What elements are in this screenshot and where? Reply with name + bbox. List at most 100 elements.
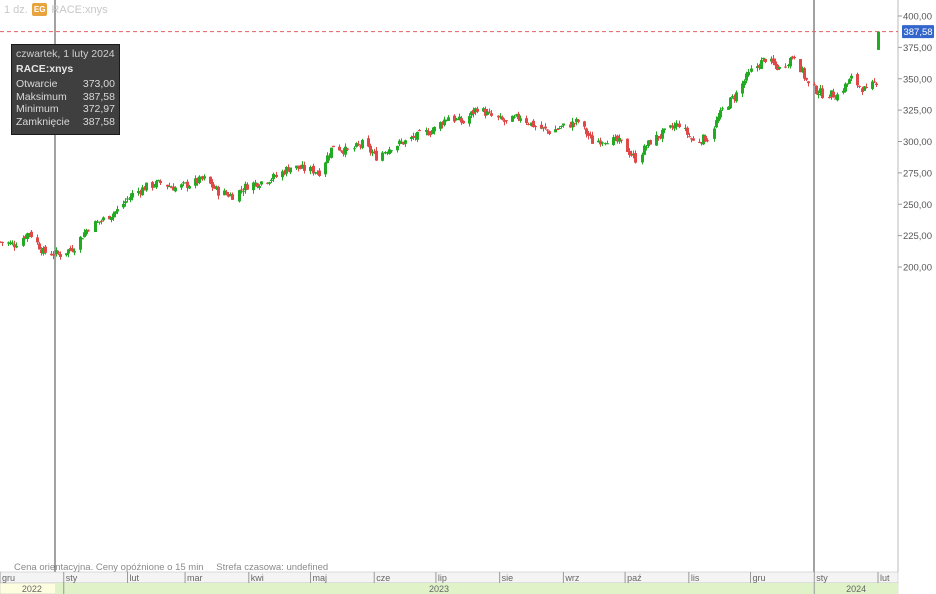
candle-body: [490, 113, 493, 116]
candle-body: [312, 165, 315, 174]
candle-body: [159, 180, 162, 184]
candle-body: [702, 134, 705, 145]
candle-body: [137, 190, 140, 194]
time-axis[interactable]: gru sty lut mar kwi maj cze lip sie wrz paź lis gru s…: [0, 571, 899, 594]
delay-note: Cena orientacyjna. Ceny opóźnione o 15 m…: [14, 562, 204, 573]
candle-body: [630, 153, 633, 156]
candle-body: [338, 146, 341, 151]
candle-body: [196, 178, 199, 184]
candle-body: [266, 182, 269, 184]
candle-body: [614, 136, 617, 138]
candle-body: [182, 182, 185, 184]
candle-body: [170, 187, 173, 189]
candle-body: [813, 84, 816, 86]
candle-body: [760, 60, 763, 69]
candle-body: [346, 148, 349, 150]
candle-body: [873, 81, 876, 83]
candle-body: [188, 186, 191, 189]
candle-body: [569, 124, 572, 128]
candle-body: [554, 129, 557, 133]
month-label: lut: [129, 573, 139, 583]
candle-body: [803, 68, 806, 79]
candle-body: [497, 115, 500, 118]
candle-body: [36, 237, 39, 243]
interval-label[interactable]: 1 dz.: [4, 3, 28, 16]
candle-body: [863, 86, 866, 91]
candle-body: [830, 90, 833, 97]
candle-body: [400, 141, 403, 143]
y-tick-label: 275,00: [903, 168, 932, 179]
candle-body: [342, 150, 345, 154]
month-label: sie: [502, 573, 514, 583]
candle-body: [194, 178, 197, 186]
tooltip-symbol: RACE:xnys: [16, 63, 74, 75]
candle-body: [875, 83, 878, 86]
tooltip-value: 372,97: [82, 103, 115, 116]
month-label: gru: [2, 573, 15, 583]
candle-body: [42, 247, 45, 254]
candle-body: [606, 143, 609, 145]
candle-body: [318, 170, 321, 176]
candle-body: [213, 186, 216, 189]
candle-body: [834, 98, 837, 100]
candle-body: [433, 126, 436, 132]
month-label: wrz: [564, 573, 579, 583]
candle-body: [842, 90, 845, 93]
candle-body: [26, 233, 29, 239]
tooltip-value: 387,58: [82, 115, 115, 128]
candle-body: [258, 186, 261, 188]
candle-body: [776, 64, 779, 71]
candle-body: [733, 97, 736, 100]
candle-body: [778, 66, 781, 69]
candle-body: [145, 182, 148, 191]
y-axis: 400,00 375,00 350,00 325,00 300,00 275,00 250,…: [898, 12, 932, 274]
candle-body: [79, 236, 82, 250]
candle-body: [381, 152, 384, 161]
candle-body: [30, 231, 33, 238]
candle-body: [295, 165, 298, 169]
month-label: paź: [627, 573, 642, 583]
month-label: lis: [691, 573, 700, 583]
candle-body: [40, 249, 43, 254]
candle-body: [661, 129, 664, 139]
symbol-label[interactable]: RACE:xnys: [51, 3, 108, 16]
candle-body: [747, 71, 750, 76]
candle-body: [357, 143, 360, 145]
candle-body: [671, 126, 674, 128]
candle-body: [501, 117, 504, 120]
month-label: kwi: [251, 573, 264, 583]
candle-body: [700, 142, 703, 144]
candle-body: [789, 58, 792, 67]
year-label: 2023: [429, 584, 449, 594]
candle-body: [28, 233, 31, 235]
candle-body: [499, 116, 502, 118]
candle-body: [706, 140, 709, 142]
candle-body: [71, 248, 74, 252]
candle-body: [585, 128, 588, 135]
candle-body: [577, 119, 580, 122]
candle-body: [632, 154, 635, 156]
candle-body: [476, 108, 479, 112]
candle-body: [673, 125, 676, 129]
candle-body: [309, 166, 312, 172]
candle-body: [94, 221, 97, 233]
y-tick-label: 225,00: [903, 231, 932, 242]
candle-body: [441, 122, 444, 126]
month-label: sty: [66, 573, 78, 583]
candle-body: [418, 130, 421, 132]
candle-body: [85, 229, 88, 234]
candle-body: [743, 81, 746, 85]
candle-body: [143, 187, 146, 191]
candle-body: [44, 246, 47, 253]
candle-body: [472, 109, 475, 114]
candle-body: [184, 182, 187, 184]
candle-body: [402, 141, 405, 145]
candle-body: [844, 83, 847, 92]
candle-body: [65, 253, 68, 256]
candle-body: [231, 194, 234, 200]
year-label: 2024: [846, 584, 866, 594]
candle-body: [846, 83, 849, 85]
candle-body: [410, 136, 413, 139]
candle-body: [453, 115, 456, 122]
